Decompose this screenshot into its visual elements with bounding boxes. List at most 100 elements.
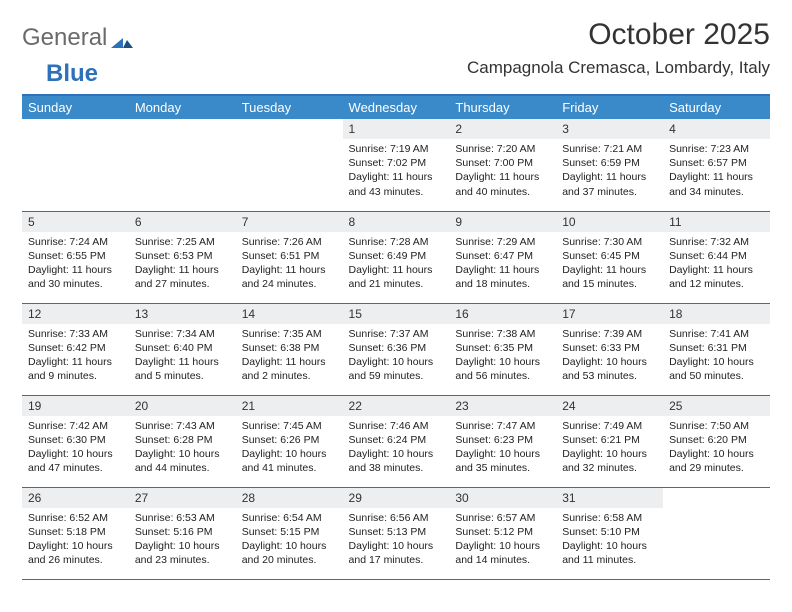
brand-flag-icon (111, 29, 133, 47)
day-body: Sunrise: 7:41 AMSunset: 6:31 PMDaylight:… (663, 324, 770, 388)
day-number: 10 (556, 212, 663, 232)
calendar-week-row: 12Sunrise: 7:33 AMSunset: 6:42 PMDayligh… (22, 303, 770, 395)
brand-logo: General (22, 24, 135, 52)
day-body: Sunrise: 7:28 AMSunset: 6:49 PMDaylight:… (343, 232, 450, 296)
day-number: 9 (449, 212, 556, 232)
day-number: 3 (556, 119, 663, 139)
brand-part2: Blue (46, 60, 98, 88)
calendar-table: SundayMondayTuesdayWednesdayThursdayFrid… (22, 96, 770, 580)
day-body: Sunrise: 7:45 AMSunset: 6:26 PMDaylight:… (236, 416, 343, 480)
day-header: Thursday (449, 96, 556, 119)
calendar-day-cell: 7Sunrise: 7:26 AMSunset: 6:51 PMDaylight… (236, 211, 343, 303)
day-number: 6 (129, 212, 236, 232)
day-body: Sunrise: 7:21 AMSunset: 6:59 PMDaylight:… (556, 139, 663, 203)
day-body: Sunrise: 7:19 AMSunset: 7:02 PMDaylight:… (343, 139, 450, 203)
day-body: Sunrise: 7:37 AMSunset: 6:36 PMDaylight:… (343, 324, 450, 388)
day-body: Sunrise: 7:35 AMSunset: 6:38 PMDaylight:… (236, 324, 343, 388)
day-number: 28 (236, 488, 343, 508)
day-body: Sunrise: 7:30 AMSunset: 6:45 PMDaylight:… (556, 232, 663, 296)
day-body: Sunrise: 7:47 AMSunset: 6:23 PMDaylight:… (449, 416, 556, 480)
day-header: Friday (556, 96, 663, 119)
day-header-row: SundayMondayTuesdayWednesdayThursdayFrid… (22, 96, 770, 119)
title-block: October 2025 Campagnola Cremasca, Lombar… (467, 18, 770, 78)
day-number: 21 (236, 396, 343, 416)
day-number: 7 (236, 212, 343, 232)
day-number: 29 (343, 488, 450, 508)
calendar-week-row: 5Sunrise: 7:24 AMSunset: 6:55 PMDaylight… (22, 211, 770, 303)
day-body: Sunrise: 6:57 AMSunset: 5:12 PMDaylight:… (449, 508, 556, 572)
calendar-day-cell: 13Sunrise: 7:34 AMSunset: 6:40 PMDayligh… (129, 303, 236, 395)
day-number: 18 (663, 304, 770, 324)
calendar-body: 1Sunrise: 7:19 AMSunset: 7:02 PMDaylight… (22, 119, 770, 579)
calendar-day-cell: 19Sunrise: 7:42 AMSunset: 6:30 PMDayligh… (22, 395, 129, 487)
day-body: Sunrise: 6:52 AMSunset: 5:18 PMDaylight:… (22, 508, 129, 572)
calendar-day-cell: 12Sunrise: 7:33 AMSunset: 6:42 PMDayligh… (22, 303, 129, 395)
day-number: 5 (22, 212, 129, 232)
day-body: Sunrise: 6:58 AMSunset: 5:10 PMDaylight:… (556, 508, 663, 572)
day-body: Sunrise: 7:20 AMSunset: 7:00 PMDaylight:… (449, 139, 556, 203)
calendar-day-cell: 17Sunrise: 7:39 AMSunset: 6:33 PMDayligh… (556, 303, 663, 395)
calendar-day-cell: 10Sunrise: 7:30 AMSunset: 6:45 PMDayligh… (556, 211, 663, 303)
day-number: 30 (449, 488, 556, 508)
day-number: 31 (556, 488, 663, 508)
calendar-day-cell: 9Sunrise: 7:29 AMSunset: 6:47 PMDaylight… (449, 211, 556, 303)
calendar-day-cell: 23Sunrise: 7:47 AMSunset: 6:23 PMDayligh… (449, 395, 556, 487)
day-body: Sunrise: 7:26 AMSunset: 6:51 PMDaylight:… (236, 232, 343, 296)
day-number: 1 (343, 119, 450, 139)
calendar-day-cell: 4Sunrise: 7:23 AMSunset: 6:57 PMDaylight… (663, 119, 770, 211)
calendar-day-cell: 11Sunrise: 7:32 AMSunset: 6:44 PMDayligh… (663, 211, 770, 303)
day-number: 17 (556, 304, 663, 324)
day-body: Sunrise: 7:49 AMSunset: 6:21 PMDaylight:… (556, 416, 663, 480)
day-body: Sunrise: 6:56 AMSunset: 5:13 PMDaylight:… (343, 508, 450, 572)
calendar-day-cell: 2Sunrise: 7:20 AMSunset: 7:00 PMDaylight… (449, 119, 556, 211)
calendar-day-cell: 31Sunrise: 6:58 AMSunset: 5:10 PMDayligh… (556, 487, 663, 579)
day-number: 2 (449, 119, 556, 139)
calendar-day-cell: 29Sunrise: 6:56 AMSunset: 5:13 PMDayligh… (343, 487, 450, 579)
day-number: 22 (343, 396, 450, 416)
day-number: 27 (129, 488, 236, 508)
calendar-empty-cell (129, 119, 236, 211)
day-number: 8 (343, 212, 450, 232)
day-number: 13 (129, 304, 236, 324)
day-number: 25 (663, 396, 770, 416)
calendar-day-cell: 20Sunrise: 7:43 AMSunset: 6:28 PMDayligh… (129, 395, 236, 487)
calendar-day-cell: 1Sunrise: 7:19 AMSunset: 7:02 PMDaylight… (343, 119, 450, 211)
calendar-week-row: 26Sunrise: 6:52 AMSunset: 5:18 PMDayligh… (22, 487, 770, 579)
day-number: 19 (22, 396, 129, 416)
calendar-day-cell: 30Sunrise: 6:57 AMSunset: 5:12 PMDayligh… (449, 487, 556, 579)
day-body: Sunrise: 7:25 AMSunset: 6:53 PMDaylight:… (129, 232, 236, 296)
calendar-head: SundayMondayTuesdayWednesdayThursdayFrid… (22, 96, 770, 119)
day-number: 24 (556, 396, 663, 416)
calendar-day-cell: 22Sunrise: 7:46 AMSunset: 6:24 PMDayligh… (343, 395, 450, 487)
location-text: Campagnola Cremasca, Lombardy, Italy (467, 58, 770, 78)
day-body: Sunrise: 7:32 AMSunset: 6:44 PMDaylight:… (663, 232, 770, 296)
day-body: Sunrise: 7:50 AMSunset: 6:20 PMDaylight:… (663, 416, 770, 480)
month-title: October 2025 (467, 18, 770, 52)
day-header: Saturday (663, 96, 770, 119)
day-body: Sunrise: 7:24 AMSunset: 6:55 PMDaylight:… (22, 232, 129, 296)
calendar-day-cell: 18Sunrise: 7:41 AMSunset: 6:31 PMDayligh… (663, 303, 770, 395)
calendar-day-cell: 15Sunrise: 7:37 AMSunset: 6:36 PMDayligh… (343, 303, 450, 395)
day-header: Wednesday (343, 96, 450, 119)
calendar-day-cell: 3Sunrise: 7:21 AMSunset: 6:59 PMDaylight… (556, 119, 663, 211)
calendar-day-cell: 5Sunrise: 7:24 AMSunset: 6:55 PMDaylight… (22, 211, 129, 303)
day-number: 12 (22, 304, 129, 324)
calendar-day-cell: 8Sunrise: 7:28 AMSunset: 6:49 PMDaylight… (343, 211, 450, 303)
calendar-day-cell: 26Sunrise: 6:52 AMSunset: 5:18 PMDayligh… (22, 487, 129, 579)
day-header: Sunday (22, 96, 129, 119)
day-header: Tuesday (236, 96, 343, 119)
calendar-week-row: 19Sunrise: 7:42 AMSunset: 6:30 PMDayligh… (22, 395, 770, 487)
calendar-day-cell: 25Sunrise: 7:50 AMSunset: 6:20 PMDayligh… (663, 395, 770, 487)
day-body: Sunrise: 6:54 AMSunset: 5:15 PMDaylight:… (236, 508, 343, 572)
calendar-day-cell: 21Sunrise: 7:45 AMSunset: 6:26 PMDayligh… (236, 395, 343, 487)
day-header: Monday (129, 96, 236, 119)
calendar-day-cell: 6Sunrise: 7:25 AMSunset: 6:53 PMDaylight… (129, 211, 236, 303)
calendar-week-row: 1Sunrise: 7:19 AMSunset: 7:02 PMDaylight… (22, 119, 770, 211)
day-body: Sunrise: 7:38 AMSunset: 6:35 PMDaylight:… (449, 324, 556, 388)
day-number: 14 (236, 304, 343, 324)
calendar-day-cell: 28Sunrise: 6:54 AMSunset: 5:15 PMDayligh… (236, 487, 343, 579)
calendar-day-cell: 16Sunrise: 7:38 AMSunset: 6:35 PMDayligh… (449, 303, 556, 395)
day-number: 23 (449, 396, 556, 416)
day-body: Sunrise: 7:34 AMSunset: 6:40 PMDaylight:… (129, 324, 236, 388)
day-body: Sunrise: 7:33 AMSunset: 6:42 PMDaylight:… (22, 324, 129, 388)
